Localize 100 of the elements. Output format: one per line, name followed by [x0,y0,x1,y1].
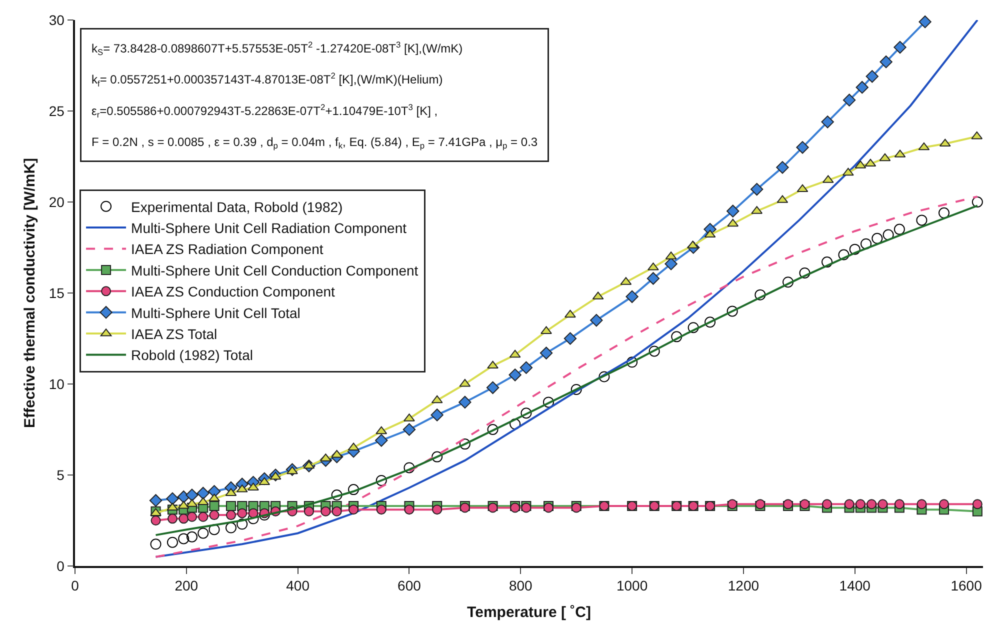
point [226,500,236,511]
point [150,516,161,526]
point [866,499,877,510]
point [197,497,209,506]
legend-label: IAEA ZS Radiation Component [131,241,324,258]
point [564,310,576,318]
point [894,40,906,54]
point [543,396,554,408]
point [626,290,638,303]
point [726,306,738,317]
point [916,214,928,226]
point [509,350,521,358]
legend-label: Multi-Sphere Unit Cell Conduction Component [131,262,418,278]
point [432,504,442,515]
point [236,518,248,530]
point [856,80,868,94]
point [626,356,638,368]
legend-label: IAEA ZS Total [131,326,218,342]
point [918,15,932,28]
annotation: ε$_{r}$=0.505586+0.000792943T-5.22863E-07T$^{2}$+1.10479E-10T$^{3}$ [K] , [92,102,438,120]
y-axis-title: Effective thermal conductivity [W/mK] [22,158,39,428]
point [186,531,198,542]
point [648,346,660,357]
point [149,494,162,507]
x-tick-label: 1600 [950,578,982,594]
point [520,361,533,374]
point [704,316,716,328]
point [270,472,282,480]
legend-label: IAEA ZS Conduction Component [131,284,336,300]
point [916,499,927,510]
point [972,196,983,208]
point [459,438,470,450]
y-tick-label: 5 [56,466,65,483]
x-axis-title: Temperature [ ˚C] [467,604,591,622]
point [894,224,905,235]
point [178,500,190,509]
x-tick-label: 1400 [839,578,871,594]
x-tick-label: 800 [508,578,533,594]
point [166,502,178,511]
point [458,396,472,409]
point [178,514,189,524]
y-tick-label: 10 [48,376,65,392]
point [150,538,162,550]
point [225,522,236,534]
point [198,528,209,539]
point [430,408,444,422]
point [664,258,678,270]
point [209,510,220,520]
point [304,506,314,516]
point [167,514,178,524]
legend-label: Multi-Sphere Unit Cell Radiation Component [131,220,407,236]
point [196,486,210,500]
point [688,322,699,334]
point [432,451,443,462]
legend-label: Experimental Data, Robold (1982) [131,198,343,215]
point [209,500,220,511]
point [186,488,198,502]
x-tick-label: 400 [286,578,310,594]
y-tick-label: 20 [48,194,65,210]
point [166,492,179,506]
point [671,331,682,342]
point [939,499,950,510]
point [750,182,764,196]
point [570,384,582,395]
point [486,381,500,394]
x-tick-label: 1200 [728,578,760,594]
point [487,424,498,435]
legend-label: Robold (1982) Total [131,347,253,364]
point [842,168,854,176]
point [855,499,866,510]
point [971,131,983,140]
point [878,499,888,510]
point [918,142,930,150]
point [880,56,892,68]
point [331,490,342,501]
point [508,368,522,382]
point [782,276,794,288]
point [972,499,982,510]
point [404,462,415,474]
point [646,272,660,285]
point [258,477,270,486]
point [938,207,950,218]
x-tick-label: 1000 [616,578,648,594]
point [822,256,833,268]
point [894,499,904,510]
point [727,218,739,227]
point [939,138,951,147]
y-tick-label: 30 [48,12,65,28]
point [487,360,498,369]
point [376,426,388,434]
point [821,116,834,128]
y-tick-label: 15 [48,284,65,301]
point [404,504,414,515]
point [320,506,331,516]
point [286,466,298,474]
point [198,512,208,522]
point [872,232,883,244]
point [799,267,810,278]
y-tick-label: 0 [56,558,65,574]
point [879,153,891,162]
